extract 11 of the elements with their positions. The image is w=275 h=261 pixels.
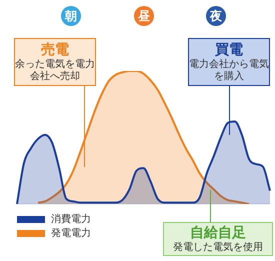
text: 夜 [206,6,226,26]
text: 買電 [214,41,244,58]
text: 昼 [134,6,154,26]
text: 発電した電気を使用 [172,242,264,254]
text: 朝 [61,6,81,26]
text: 売電 [40,41,70,59]
text: 自給自足 [189,224,247,242]
annotation: 電力会社から電気を購入 [189,59,269,83]
annotation: 余った電気を電力会社へ売却 [15,59,95,83]
legend-label: 消費電力 [51,212,91,226]
legend-label: 発電電力 [51,226,91,240]
